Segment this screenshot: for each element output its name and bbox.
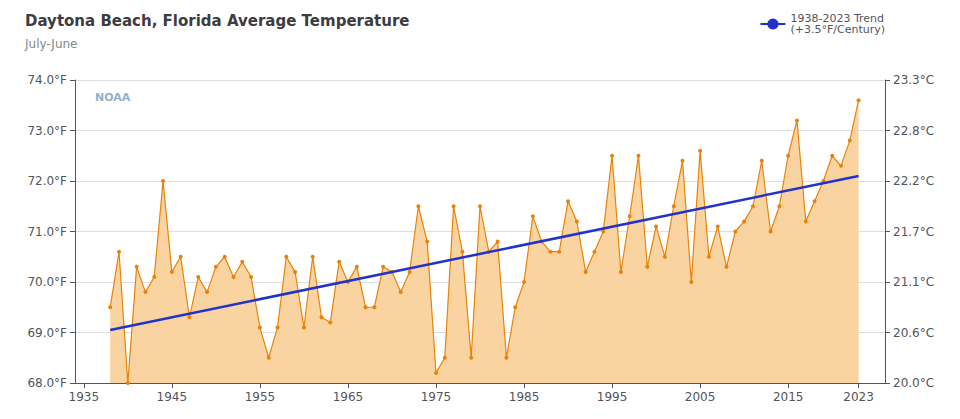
svg-text:20.6°C: 20.6°C [893,326,934,340]
svg-text:21.1°C: 21.1°C [893,275,934,289]
svg-text:22.8°C: 22.8°C [893,124,934,138]
svg-text:72.0°F: 72.0°F [27,174,67,188]
svg-text:July-June: July-June [24,37,78,51]
svg-text:73.0°F: 73.0°F [27,124,67,138]
svg-text:1945: 1945 [157,390,188,404]
svg-text:70.0°F: 70.0°F [27,275,67,289]
svg-text:71.0°F: 71.0°F [27,225,67,239]
svg-text:22.2°C: 22.2°C [893,174,934,188]
svg-text:23.3°C: 23.3°C [893,73,934,87]
svg-text:69.0°F: 69.0°F [27,326,67,340]
svg-text:21.7°C: 21.7°C [893,225,934,239]
svg-text:2005: 2005 [685,390,716,404]
svg-text:NOAA: NOAA [95,91,131,104]
svg-text:74.0°F: 74.0°F [27,73,67,87]
svg-text:1938-2023 Trend: 1938-2023 Trend [790,12,884,25]
svg-text:1955: 1955 [245,390,276,404]
svg-text:1995: 1995 [597,390,628,404]
svg-text:68.0°F: 68.0°F [27,376,67,390]
svg-text:1965: 1965 [333,390,364,404]
svg-text:2023: 2023 [843,390,874,404]
svg-text:1975: 1975 [421,390,452,404]
svg-text:2015: 2015 [773,390,804,404]
svg-text:Daytona Beach, Florida Average: Daytona Beach, Florida Average Temperatu… [25,12,410,30]
svg-text:1935: 1935 [69,390,100,404]
svg-text:(+3.5°F/Century): (+3.5°F/Century) [790,23,885,36]
svg-text:20.0°C: 20.0°C [893,376,934,390]
svg-text:1985: 1985 [509,390,540,404]
